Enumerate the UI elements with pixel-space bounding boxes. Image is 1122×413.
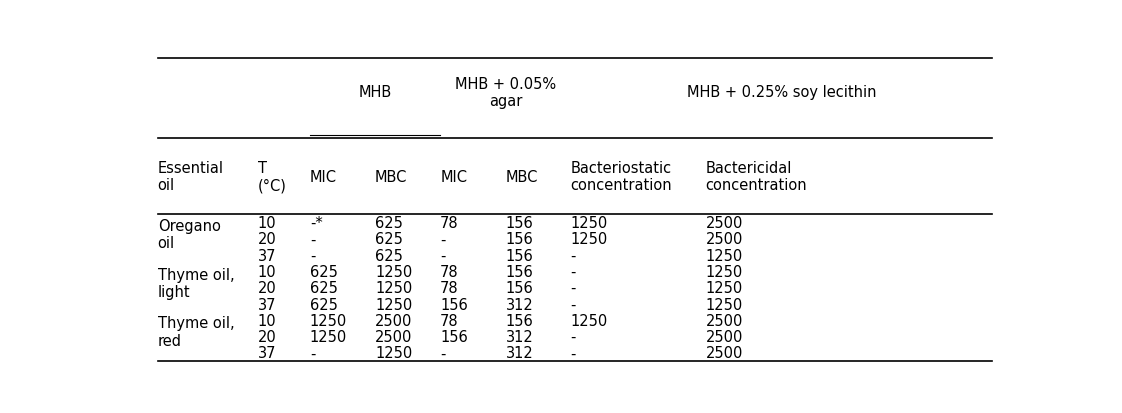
Text: 20: 20 bbox=[258, 232, 276, 247]
Text: 1250: 1250 bbox=[706, 297, 743, 312]
Text: -: - bbox=[440, 248, 445, 263]
Text: 1250: 1250 bbox=[706, 264, 743, 279]
Text: -: - bbox=[440, 232, 445, 247]
Text: 156: 156 bbox=[440, 297, 468, 312]
Text: 625: 625 bbox=[310, 280, 338, 296]
Text: 37: 37 bbox=[258, 297, 276, 312]
Text: 156: 156 bbox=[505, 248, 533, 263]
Text: MBC: MBC bbox=[375, 169, 407, 184]
Text: 10: 10 bbox=[258, 264, 276, 279]
Text: -: - bbox=[571, 297, 576, 312]
Text: 78: 78 bbox=[440, 313, 459, 328]
Text: 1250: 1250 bbox=[375, 280, 412, 296]
Text: 1250: 1250 bbox=[706, 248, 743, 263]
Text: Thyme oil,
light: Thyme oil, light bbox=[157, 267, 234, 299]
Text: 156: 156 bbox=[505, 313, 533, 328]
Text: 1250: 1250 bbox=[375, 297, 412, 312]
Text: -: - bbox=[571, 329, 576, 344]
Text: 2500: 2500 bbox=[706, 329, 743, 344]
Text: 37: 37 bbox=[258, 248, 276, 263]
Text: 156: 156 bbox=[505, 216, 533, 230]
Text: 78: 78 bbox=[440, 264, 459, 279]
Text: 625: 625 bbox=[375, 216, 403, 230]
Text: 78: 78 bbox=[440, 280, 459, 296]
Text: 312: 312 bbox=[505, 297, 533, 312]
Text: 156: 156 bbox=[440, 329, 468, 344]
Text: 20: 20 bbox=[258, 280, 276, 296]
Text: 625: 625 bbox=[375, 248, 403, 263]
Text: 1250: 1250 bbox=[571, 216, 608, 230]
Text: 2500: 2500 bbox=[706, 216, 743, 230]
Text: Essential
oil: Essential oil bbox=[157, 161, 223, 193]
Text: -: - bbox=[571, 346, 576, 361]
Text: -: - bbox=[310, 248, 315, 263]
Text: 1250: 1250 bbox=[375, 264, 412, 279]
Text: Thyme oil,
red: Thyme oil, red bbox=[157, 316, 234, 348]
Text: 312: 312 bbox=[505, 329, 533, 344]
Text: Oregano
oil: Oregano oil bbox=[157, 218, 221, 250]
Text: 156: 156 bbox=[505, 232, 533, 247]
Text: MBC: MBC bbox=[505, 169, 537, 184]
Text: 1250: 1250 bbox=[706, 280, 743, 296]
Text: -: - bbox=[440, 346, 445, 361]
Text: 1250: 1250 bbox=[571, 313, 608, 328]
Text: -*: -* bbox=[310, 216, 322, 230]
Text: T
(°C): T (°C) bbox=[258, 161, 286, 193]
Text: Bactericidal
concentration: Bactericidal concentration bbox=[706, 161, 807, 193]
Text: 2500: 2500 bbox=[706, 346, 743, 361]
Text: -: - bbox=[571, 280, 576, 296]
Text: MHB: MHB bbox=[358, 85, 392, 100]
Text: 156: 156 bbox=[505, 280, 533, 296]
Text: 625: 625 bbox=[375, 232, 403, 247]
Text: 10: 10 bbox=[258, 313, 276, 328]
Text: 2500: 2500 bbox=[706, 313, 743, 328]
Text: MIC: MIC bbox=[310, 169, 337, 184]
Text: 625: 625 bbox=[310, 297, 338, 312]
Text: MHB + 0.25% soy lecithin: MHB + 0.25% soy lecithin bbox=[687, 85, 876, 100]
Text: 10: 10 bbox=[258, 216, 276, 230]
Text: -: - bbox=[310, 346, 315, 361]
Text: -: - bbox=[571, 264, 576, 279]
Text: 625: 625 bbox=[310, 264, 338, 279]
Text: 312: 312 bbox=[505, 346, 533, 361]
Text: 1250: 1250 bbox=[571, 232, 608, 247]
Text: 156: 156 bbox=[505, 264, 533, 279]
Text: 78: 78 bbox=[440, 216, 459, 230]
Text: MIC: MIC bbox=[440, 169, 467, 184]
Text: 20: 20 bbox=[258, 329, 276, 344]
Text: Bacteriostatic
concentration: Bacteriostatic concentration bbox=[571, 161, 672, 193]
Text: -: - bbox=[310, 232, 315, 247]
Text: 1250: 1250 bbox=[375, 346, 412, 361]
Text: MHB + 0.05%
agar: MHB + 0.05% agar bbox=[454, 76, 557, 109]
Text: 1250: 1250 bbox=[310, 329, 347, 344]
Text: -: - bbox=[571, 248, 576, 263]
Text: 2500: 2500 bbox=[706, 232, 743, 247]
Text: 37: 37 bbox=[258, 346, 276, 361]
Text: 2500: 2500 bbox=[375, 313, 413, 328]
Text: 1250: 1250 bbox=[310, 313, 347, 328]
Text: 2500: 2500 bbox=[375, 329, 413, 344]
